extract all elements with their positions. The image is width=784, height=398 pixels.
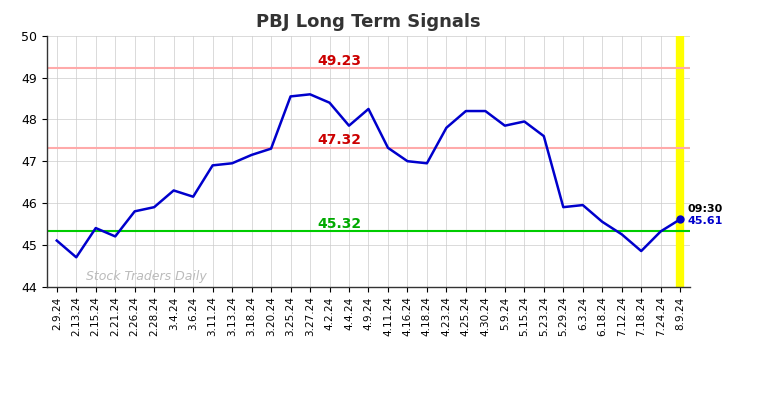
Text: 49.23: 49.23 <box>318 54 361 68</box>
Text: Stock Traders Daily: Stock Traders Daily <box>86 270 207 283</box>
Title: PBJ Long Term Signals: PBJ Long Term Signals <box>256 14 481 31</box>
Text: 45.32: 45.32 <box>318 217 361 231</box>
Text: 45.61: 45.61 <box>688 217 724 226</box>
Text: 09:30: 09:30 <box>688 204 723 214</box>
Text: 47.32: 47.32 <box>318 133 361 148</box>
